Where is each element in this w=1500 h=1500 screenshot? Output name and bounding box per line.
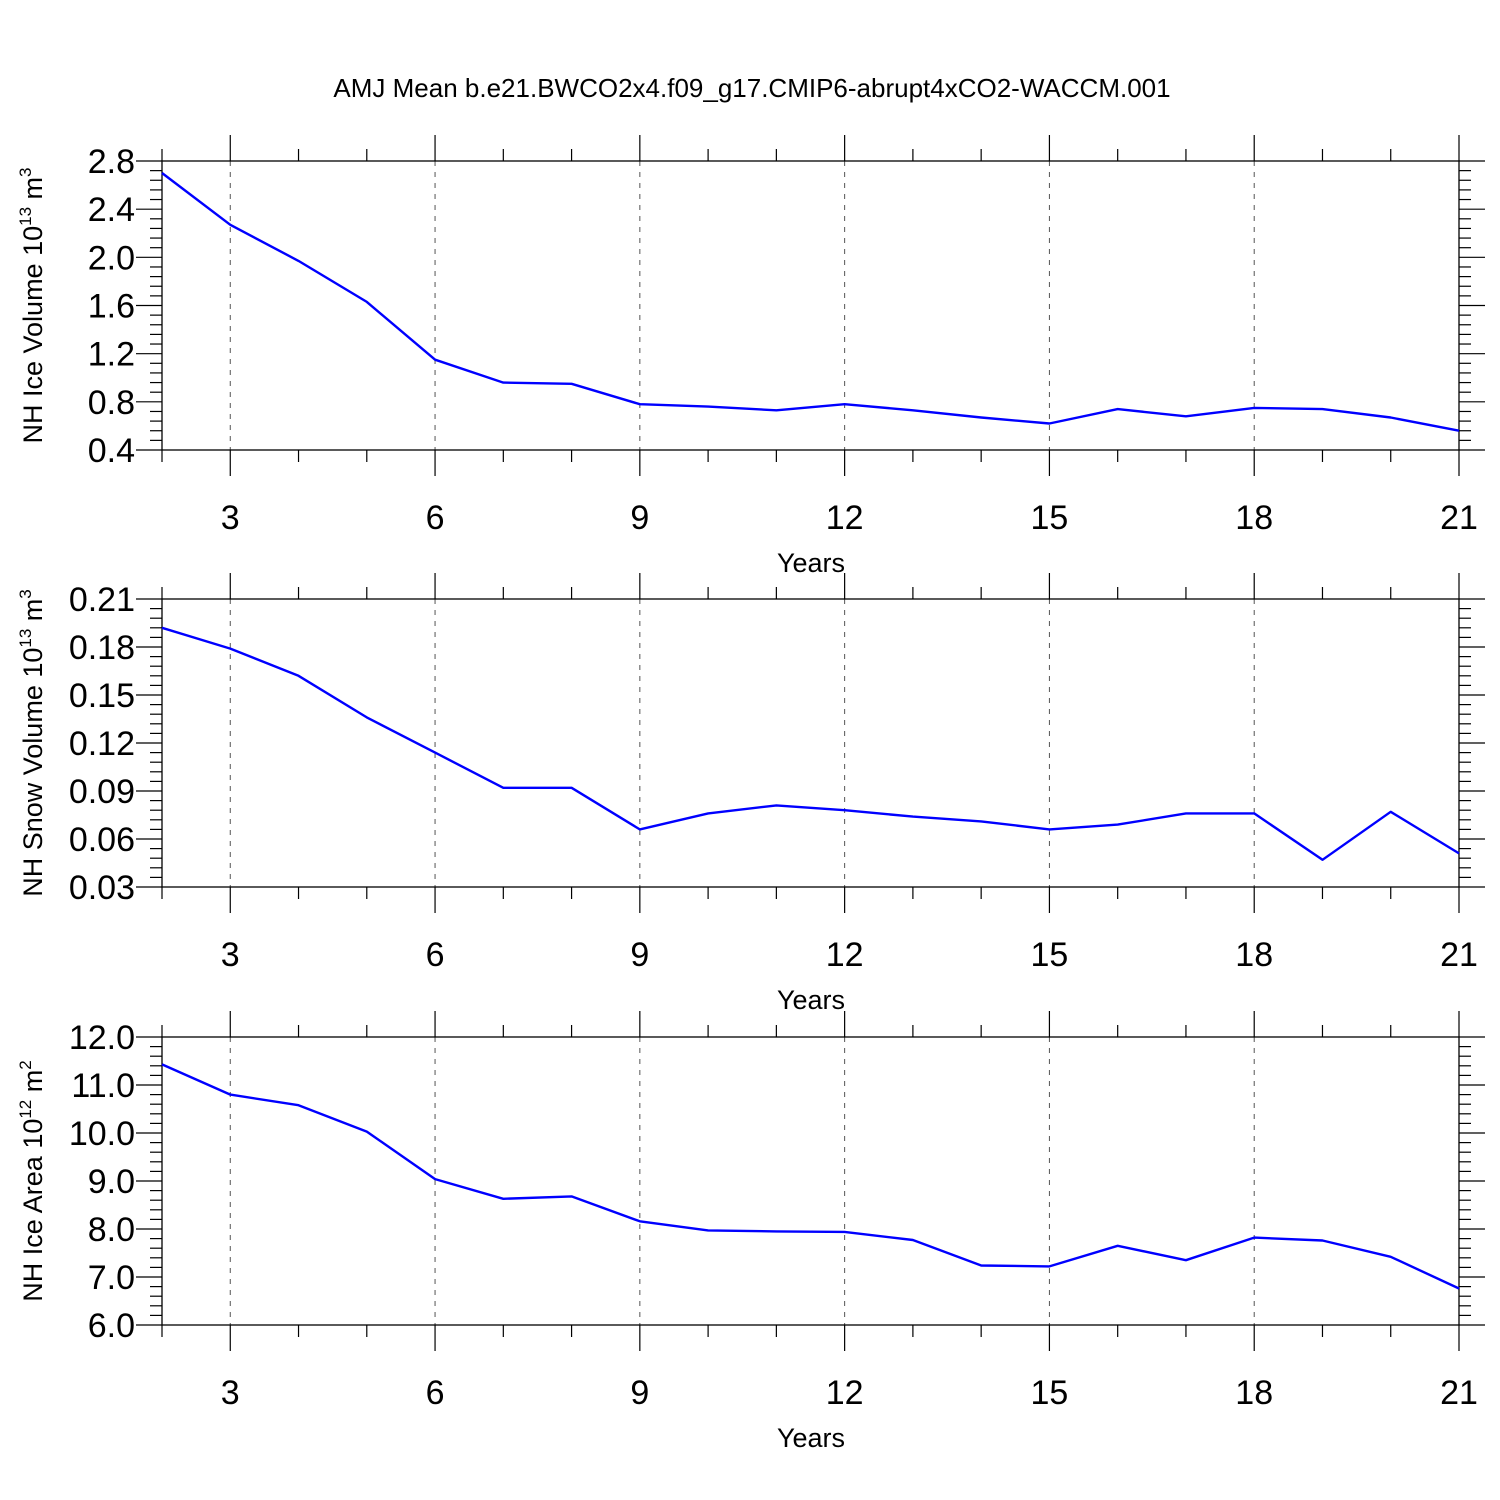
panel-ice-volume: 3 6 9 12 15 18 21 Years 0.4 0.8 1.2 1.6 2.0 2.4 2.8 NH … bbox=[16, 135, 1485, 578]
x-tick-label: 9 bbox=[630, 1374, 649, 1412]
y-tick-label: 9.0 bbox=[88, 1163, 135, 1201]
y-tick-label: 7.0 bbox=[88, 1259, 135, 1297]
figure-title: AMJ Mean b.e21.BWCO2x4.f09_g17.CMIP6-abr… bbox=[333, 73, 1170, 103]
x-tick-label: 15 bbox=[1031, 499, 1069, 537]
y-tick-label: 12.0 bbox=[69, 1019, 135, 1057]
y-tick-label: 11.0 bbox=[71, 1067, 135, 1105]
x-tick-label: 15 bbox=[1031, 936, 1069, 974]
panel-snow-volume: 3 6 9 12 15 18 21 Years 0.03 0.06 0.09 0.12 0.15 0.18… bbox=[16, 573, 1485, 1015]
y-axis-title: NH Ice Area 1012 m2 bbox=[16, 1060, 48, 1301]
y-tick-label: 1.6 bbox=[88, 288, 135, 326]
panel-ice-area: 3 6 9 12 15 18 21 Years 6.0 7.0 8.0 9.0 10.0 11.0 12.0… bbox=[16, 1011, 1485, 1453]
x-tick-label: 6 bbox=[426, 936, 445, 974]
plot-frame bbox=[161, 1036, 1460, 1326]
y-tick-label: 0.12 bbox=[69, 725, 135, 763]
y-tick-label: 6.0 bbox=[88, 1307, 135, 1345]
x-tick-label: 12 bbox=[826, 936, 864, 974]
y-axis-title: NH Snow Volume 1013 m3 bbox=[16, 589, 48, 897]
y-tick-label: 2.4 bbox=[88, 191, 135, 229]
x-axis-title: Years bbox=[777, 1423, 845, 1453]
y-tick-label: 0.8 bbox=[88, 384, 135, 422]
series-line bbox=[161, 172, 1460, 432]
y-tick-label: 0.06 bbox=[69, 821, 135, 859]
y-tick-label: 0.21 bbox=[69, 581, 135, 619]
x-tick-label: 18 bbox=[1235, 1374, 1273, 1412]
x-tick-label: 21 bbox=[1440, 1374, 1478, 1412]
series-line bbox=[161, 626, 1460, 861]
x-tick-label: 6 bbox=[426, 499, 445, 537]
x-tick-label: 3 bbox=[221, 1374, 240, 1412]
y-tick-label: 0.15 bbox=[69, 677, 135, 715]
y-tick-label: 0.09 bbox=[69, 773, 135, 811]
x-axis-title: Years bbox=[777, 548, 845, 578]
y-tick-label: 0.03 bbox=[69, 869, 135, 907]
x-tick-label: 3 bbox=[221, 936, 240, 974]
y-tick-label: 1.2 bbox=[88, 336, 135, 374]
y-tick-label: 2.8 bbox=[88, 143, 135, 181]
y-tick-label: 0.18 bbox=[69, 629, 135, 667]
plot-frame bbox=[161, 598, 1460, 888]
x-tick-label: 12 bbox=[826, 1374, 864, 1412]
x-tick-label: 9 bbox=[630, 936, 649, 974]
x-tick-label: 18 bbox=[1235, 499, 1273, 537]
x-tick-label: 6 bbox=[426, 1374, 445, 1412]
y-tick-label: 10.0 bbox=[69, 1115, 135, 1153]
x-tick-label: 9 bbox=[630, 499, 649, 537]
x-tick-label: 12 bbox=[826, 499, 864, 537]
x-tick-label: 18 bbox=[1235, 936, 1273, 974]
x-tick-label: 3 bbox=[221, 499, 240, 537]
x-tick-label: 21 bbox=[1440, 936, 1478, 974]
y-tick-label: 2.0 bbox=[88, 239, 135, 277]
x-tick-label: 21 bbox=[1440, 499, 1478, 537]
y-axis-title: NH Ice Volume 1013 m3 bbox=[16, 168, 48, 444]
x-axis-title: Years bbox=[777, 985, 845, 1015]
y-tick-label: 8.0 bbox=[88, 1211, 135, 1249]
x-tick-label: 15 bbox=[1031, 1374, 1069, 1412]
series-line bbox=[161, 1063, 1460, 1290]
y-tick-label: 0.4 bbox=[88, 432, 135, 470]
